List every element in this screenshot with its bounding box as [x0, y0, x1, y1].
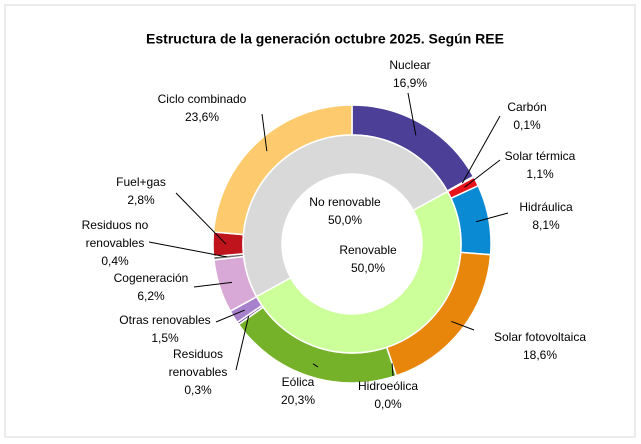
slice: [242, 134, 449, 298]
leader-line: [175, 192, 227, 245]
data-label: Residuos no renovables 0,4%: [82, 218, 149, 268]
value-label: 16,9%: [393, 76, 427, 90]
label-name: Hidroeólica: [358, 379, 418, 393]
label-name: renovables: [86, 236, 145, 250]
data-label: Residuos renovables 0,3%: [169, 347, 228, 397]
label-name: Solar térmica: [505, 149, 576, 163]
leader-line: [461, 115, 501, 184]
label-name: Cogeneración: [114, 271, 189, 285]
label-name: Hidráulica: [519, 200, 573, 214]
leader-line: [215, 309, 245, 323]
leader-line: [261, 113, 268, 152]
data-label: Cogeneración 6,2%: [114, 271, 189, 303]
data-label: No renovable 50,0%: [309, 195, 381, 227]
label-name: Residuos no: [82, 218, 149, 232]
value-label: 50,0%: [351, 261, 385, 275]
value-label: 6,2%: [137, 289, 165, 303]
leader-line: [464, 159, 501, 188]
data-label: Nuclear 16,9%: [389, 58, 430, 90]
value-label: 8,1%: [532, 218, 560, 232]
value-label: 50,0%: [328, 213, 362, 227]
value-label: 23,6%: [185, 110, 219, 124]
chart-title: Estructura de la generación octubre 2025…: [146, 31, 504, 47]
label-name: Ciclo combinado: [158, 92, 247, 106]
data-label: Carbón 0,1%: [507, 100, 546, 132]
leader-line: [312, 363, 319, 368]
label-name: renovables: [169, 365, 228, 379]
label-name: Renovable: [339, 243, 397, 257]
label-name: Residuos: [173, 347, 223, 361]
data-label: Otras renovables 1,5%: [119, 313, 210, 345]
leader-line: [451, 320, 475, 331]
leader-line: [407, 92, 417, 136]
value-label: 1,1%: [526, 167, 554, 181]
data-label: Solar térmica 1,1%: [505, 149, 576, 181]
label-name: No renovable: [309, 195, 381, 209]
data-label: Solar fotovoltaica 18,6%: [494, 330, 586, 362]
data-label: Eólica 20,3%: [281, 375, 315, 407]
leader-line: [475, 212, 509, 223]
value-label: 18,6%: [523, 348, 557, 362]
label-name: Fuel+gas: [116, 175, 166, 189]
value-label: 0,4%: [101, 254, 129, 268]
slice: [255, 190, 462, 354]
data-label: Hidroeólica 0,0%: [358, 379, 418, 411]
label-name: Carbón: [507, 100, 546, 114]
leader-line: [235, 315, 250, 371]
leader-line: [148, 241, 227, 258]
data-label: Hidráulica 8,1%: [519, 200, 573, 232]
value-label: 0,0%: [374, 397, 402, 411]
label-name: Nuclear: [389, 58, 430, 72]
label-name: Solar fotovoltaica: [494, 330, 586, 344]
label-name: Otras renovables: [119, 313, 210, 327]
value-label: 0,3%: [184, 383, 212, 397]
value-label: 2,8%: [127, 193, 155, 207]
data-label: Renovable 50,0%: [339, 243, 397, 275]
data-label: Ciclo combinado 23,6%: [158, 92, 247, 124]
leader-line: [391, 363, 394, 377]
label-name: Eólica: [282, 375, 315, 389]
value-label: 1,5%: [151, 331, 179, 345]
value-label: 20,3%: [281, 393, 315, 407]
leader-line: [193, 281, 233, 288]
value-label: 0,1%: [513, 118, 541, 132]
data-label: Fuel+gas 2,8%: [116, 175, 166, 207]
